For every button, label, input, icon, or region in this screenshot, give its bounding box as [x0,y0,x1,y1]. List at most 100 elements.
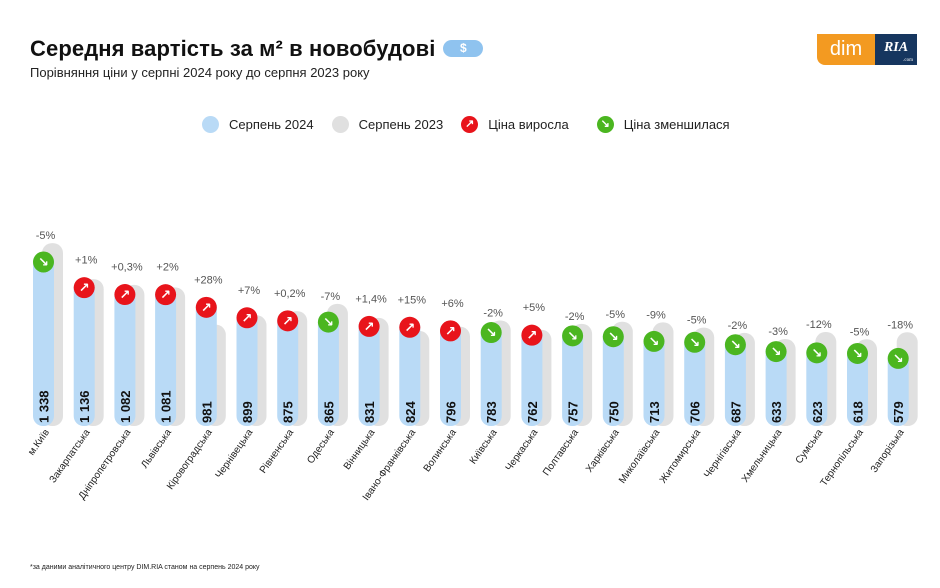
logo-ria: RIA .com [875,34,917,65]
logo-ria-sub: .com [903,58,913,63]
down-arrow-icon [643,330,665,352]
legend-item-2023: Серпень 2023 [331,116,444,133]
arrow-down-glyph: ↘ [649,335,660,350]
legend-label-2023: Серпень 2023 [358,117,444,132]
down-arrow-icon: ↘ [596,116,614,133]
bar-2024 [480,322,502,426]
change-label: +0,2% [274,288,306,300]
bar-2024 [643,331,665,426]
category-label: Хмельницька [740,427,785,484]
legend-label-up: Ціна виросла [488,117,569,132]
category-label: Тернопільська [819,427,867,488]
bar-2024 [724,334,746,426]
arrow-up-glyph: ↗ [526,329,537,344]
legend: Серпень 2024 Серпень 2023 ↗ Ціна виросла… [202,116,748,133]
change-label: -7% [321,291,341,303]
change-label: -5% [606,309,626,321]
up-arrow-icon [236,307,258,329]
arrow-up-glyph: ↗ [201,301,212,316]
change-label: +2% [156,262,179,274]
down-arrow-icon [684,331,706,353]
category-label: Одеська [305,427,337,466]
up-arrow-icon [399,316,421,338]
change-label: +7% [238,285,261,297]
title-text: Середня вартість за м² в новобудові [30,36,436,61]
bar-2024 [602,326,624,426]
down-arrow-icon [724,334,746,356]
value-label: 687 [728,401,743,423]
footnote: *за даними аналітичного центру DIM.RIA с… [30,564,260,571]
value-label: 783 [484,401,499,423]
down-arrow-icon [317,311,339,333]
down-arrow-icon [562,325,584,347]
bar-2024 [33,252,54,426]
change-label: -18% [887,319,913,331]
arrow-down-glyph: ↘ [893,352,904,367]
up-arrow-icon [195,296,217,318]
change-label: +15% [398,294,427,306]
value-label: 875 [281,401,296,423]
value-label: 579 [891,401,906,423]
bar-chart: ↘ -5% 1 338 м.Київ ↗ +1% 1 136 Закарпатська ↗ +0,… [26,230,918,503]
category-label: Полтавська [541,427,581,478]
logo-ria-text: RIA [883,40,909,55]
value-label: 865 [321,401,336,423]
change-label: +5% [523,302,546,314]
value-label: 618 [851,401,866,423]
change-label: -2% [728,320,748,332]
down-arrow-icon [765,341,787,363]
change-label: -2% [565,311,585,323]
arrow-up-glyph: ↗ [445,324,456,339]
dim-ria-logo: dim RIA .com [817,34,917,65]
category-label: Запорізька [869,427,907,475]
arrow-down-glyph: ↘ [567,329,578,344]
up-arrow-icon [73,277,95,299]
up-arrow-icon [440,320,461,342]
bar-2024 [521,325,543,426]
up-arrow-icon [277,310,299,332]
value-label: 1 338 [37,390,52,423]
arrow-down-glyph: ↘ [608,330,619,345]
arrow-up-glyph: ↗ [364,320,375,335]
category-label: Житомирська [658,427,704,485]
category-label: Київська [468,427,500,466]
bar-2024 [195,297,217,426]
value-label: 1 081 [159,390,174,423]
bar-2024 [236,307,258,426]
legend-swatch-2024 [202,116,219,133]
change-label: +28% [194,274,223,286]
category-label: Рівненська [258,427,297,476]
down-arrow-icon [602,326,624,348]
value-label: 713 [647,401,662,423]
value-label: 1 136 [77,390,92,423]
value-label: 831 [362,401,377,423]
arrow-down-glyph: ↘ [323,316,334,331]
legend-item-2024: Серпень 2024 [202,116,314,133]
bar-2024 [317,312,339,426]
bar-2024 [684,332,706,426]
bar-2024 [155,284,177,426]
legend-item-down: ↘ Ціна зменшилася [596,116,730,133]
change-label: +0,3% [111,262,143,274]
bar-2024 [73,277,95,426]
up-arrow-icon [155,284,177,306]
bar-2024 [562,325,584,426]
up-arrow-icon [114,284,136,306]
change-label: -5% [850,326,870,338]
category-label: м.Київ [26,427,52,457]
legend-label-2024: Серпень 2024 [229,117,314,132]
bar-2024 [806,342,828,426]
change-label: -2% [483,307,503,319]
change-label: +1,4% [355,293,387,305]
change-label: -12% [806,319,832,331]
value-label: 757 [566,401,581,423]
arrow-up-glyph: ↗ [242,311,253,326]
page-subtitle: Порівняння ціни у серпні 2024 року до се… [30,65,370,80]
bar-2024 [887,348,909,426]
category-label: Чернівецька [214,427,256,481]
category-label: Закарпатська [48,427,93,485]
bar-2024 [399,317,421,426]
value-label: 796 [444,401,459,423]
bar-2024 [440,320,461,426]
arrow-down-glyph: ↘ [730,338,741,353]
